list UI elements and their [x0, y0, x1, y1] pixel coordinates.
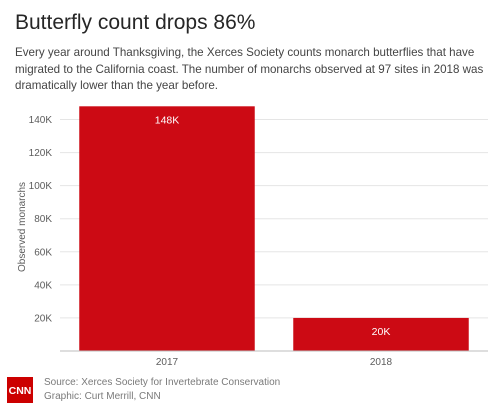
- data-label: 20K: [372, 326, 391, 338]
- data-label: 148K: [155, 114, 180, 126]
- y-tick-label: 100K: [29, 181, 53, 192]
- svg-text:CNN: CNN: [9, 385, 31, 396]
- cnn-logo: CNN: [7, 377, 33, 403]
- source-note: Source: Xerces Society for Invertebrate …: [44, 377, 281, 388]
- chart-subtitle: Every year around Thanksgiving, the Xerc…: [15, 46, 484, 92]
- y-tick-label: 60K: [34, 247, 52, 258]
- chart-footer: Source: Xerces Society for Invertebrate …: [44, 376, 280, 404]
- graphic-credit: Graphic: Curt Merrill, CNN: [44, 391, 161, 402]
- bar-chart: 20K 40K 60K 80K 100K 120K 140K Observed monarch…: [17, 106, 488, 368]
- y-tick-label: 140K: [29, 115, 53, 126]
- bar: [293, 317, 469, 351]
- bar: [79, 106, 255, 351]
- x-tick-label: 2018: [370, 357, 393, 368]
- chart-title: Butterfly count drops 86%: [15, 11, 256, 34]
- y-tick-label: 40K: [34, 280, 52, 291]
- cnn-logo-mark: CNN: [9, 385, 31, 396]
- x-tick-label: 2017: [156, 357, 179, 368]
- y-axis-label: Observed monarchs: [17, 182, 28, 272]
- y-tick-label: 120K: [29, 148, 53, 159]
- y-tick-label: 20K: [34, 313, 52, 324]
- y-tick-label: 80K: [34, 214, 52, 225]
